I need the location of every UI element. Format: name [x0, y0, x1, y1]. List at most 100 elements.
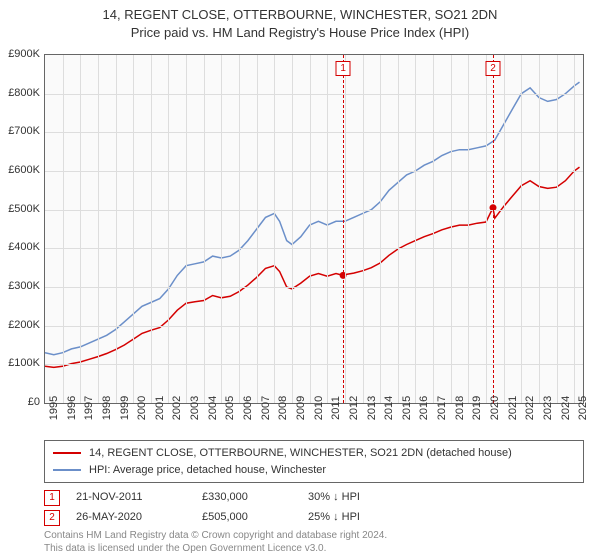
event-badge: 1 [44, 490, 60, 506]
x-tick-label: 2014 [383, 396, 395, 420]
x-tick-label: 2022 [524, 396, 536, 420]
grid-v [310, 55, 311, 403]
event-date: 26-MAY-2020 [76, 508, 186, 528]
x-tick-label: 2023 [542, 396, 554, 420]
x-tick-label: 1996 [66, 396, 78, 420]
series-property [45, 167, 580, 367]
y-tick-label: £400K [0, 241, 40, 253]
x-tick-label: 2004 [207, 396, 219, 420]
event-price: £330,000 [202, 488, 292, 508]
x-tick-label: 1999 [119, 396, 131, 420]
grid-v [557, 55, 558, 403]
grid-v [151, 55, 152, 403]
plot-area: 12 [44, 54, 584, 404]
title-block: 14, REGENT CLOSE, OTTERBOURNE, WINCHESTE… [0, 0, 600, 43]
grid-h [45, 287, 583, 288]
x-tick-label: 2013 [366, 396, 378, 420]
grid-v [257, 55, 258, 403]
x-tick-label: 2016 [418, 396, 430, 420]
events-table: 1 21-NOV-2011 £330,000 30% ↓ HPI 2 26-MAY-202… [44, 488, 584, 528]
x-tick-label: 2009 [295, 396, 307, 420]
grid-v [98, 55, 99, 403]
y-tick-label: £300K [0, 280, 40, 292]
series-hpi [45, 82, 580, 355]
x-tick-label: 1995 [48, 396, 60, 420]
x-tick-label: 2008 [277, 396, 289, 420]
grid-h [45, 364, 583, 365]
y-tick-label: £200K [0, 319, 40, 331]
event-marker-label: 1 [336, 61, 351, 76]
x-tick-label: 1997 [83, 396, 95, 420]
series-svg [45, 55, 583, 403]
x-tick-label: 2019 [471, 396, 483, 420]
x-tick-label: 2010 [313, 396, 325, 420]
y-tick-label: £900K [0, 48, 40, 60]
x-tick-label: 2017 [436, 396, 448, 420]
grid-v [168, 55, 169, 403]
x-tick-label: 1998 [101, 396, 113, 420]
grid-h [45, 171, 583, 172]
grid-v [116, 55, 117, 403]
footer-line-2: This data is licensed under the Open Gov… [44, 543, 584, 556]
event-marker-label: 2 [486, 61, 501, 76]
y-tick-label: £0 [0, 396, 40, 408]
y-tick-label: £600K [0, 164, 40, 176]
title-line-1: 14, REGENT CLOSE, OTTERBOURNE, WINCHESTE… [10, 6, 590, 24]
grid-v [486, 55, 487, 403]
event-badge: 2 [44, 510, 60, 526]
grid-v [363, 55, 364, 403]
x-tick-label: 2001 [154, 396, 166, 420]
event-vline [493, 55, 494, 403]
grid-h [45, 210, 583, 211]
legend-swatch [53, 469, 81, 471]
grid-v [239, 55, 240, 403]
grid-v [433, 55, 434, 403]
x-tick-label: 2007 [260, 396, 272, 420]
grid-v [574, 55, 575, 403]
event-row: 1 21-NOV-2011 £330,000 30% ↓ HPI [44, 488, 584, 508]
x-tick-label: 2020 [489, 396, 501, 420]
grid-v [539, 55, 540, 403]
grid-h [45, 132, 583, 133]
grid-h [45, 248, 583, 249]
grid-h [45, 326, 583, 327]
grid-v [63, 55, 64, 403]
grid-v [451, 55, 452, 403]
event-date: 21-NOV-2011 [76, 488, 186, 508]
event-row: 2 26-MAY-2020 £505,000 25% ↓ HPI [44, 508, 584, 528]
x-tick-label: 2024 [560, 396, 572, 420]
grid-v [380, 55, 381, 403]
grid-v [415, 55, 416, 403]
y-tick-label: £100K [0, 357, 40, 369]
event-diff: 25% ↓ HPI [308, 508, 398, 528]
grid-v [398, 55, 399, 403]
grid-v [345, 55, 346, 403]
footer: Contains HM Land Registry data © Crown c… [44, 530, 584, 555]
legend-row: 14, REGENT CLOSE, OTTERBOURNE, WINCHESTE… [53, 445, 575, 462]
grid-v [186, 55, 187, 403]
event-diff: 30% ↓ HPI [308, 488, 398, 508]
legend-row: HPI: Average price, detached house, Winc… [53, 462, 575, 479]
x-tick-label: 2021 [507, 396, 519, 420]
x-tick-label: 2003 [189, 396, 201, 420]
x-tick-label: 2012 [348, 396, 360, 420]
legend-text: HPI: Average price, detached house, Winc… [89, 462, 326, 479]
grid-v [504, 55, 505, 403]
legend: 14, REGENT CLOSE, OTTERBOURNE, WINCHESTE… [44, 440, 584, 483]
event-price: £505,000 [202, 508, 292, 528]
x-tick-label: 2015 [401, 396, 413, 420]
grid-v [221, 55, 222, 403]
x-tick-label: 2011 [330, 396, 342, 420]
x-tick-label: 2018 [454, 396, 466, 420]
y-tick-label: £700K [0, 125, 40, 137]
grid-v [204, 55, 205, 403]
grid-v [80, 55, 81, 403]
y-tick-label: £500K [0, 203, 40, 215]
x-tick-label: 2000 [136, 396, 148, 420]
grid-h [45, 94, 583, 95]
chart: 12 £0£100K£200K£300K£400K£500K£600K£700K… [44, 54, 584, 404]
grid-v [133, 55, 134, 403]
x-tick-label: 2025 [577, 396, 589, 420]
grid-v [327, 55, 328, 403]
x-tick-label: 2005 [224, 396, 236, 420]
